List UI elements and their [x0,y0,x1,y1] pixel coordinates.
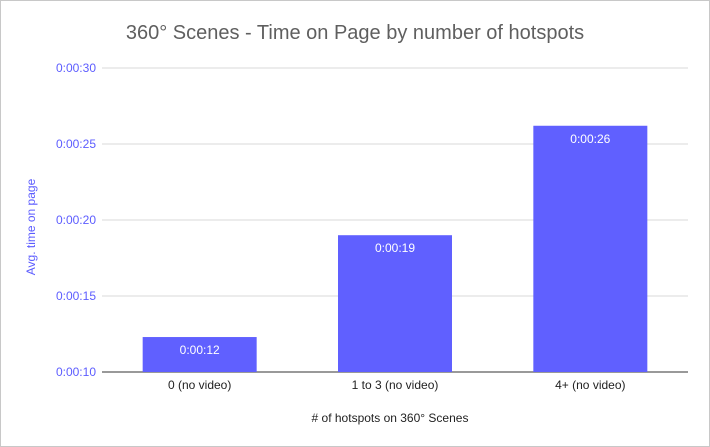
x-tick-label: 1 to 3 (no video) [352,378,439,392]
chart-title: 360° Scenes - Time on Page by number of … [125,22,585,44]
data-label: 0:00:19 [375,241,415,255]
x-tick-label: 0 (no video) [168,378,231,392]
y-tick-label: 0:00:15 [56,289,96,303]
x-tick-label: 4+ (no video) [555,378,625,392]
bar [338,235,452,372]
data-label: 0:00:26 [570,132,610,146]
bar [142,337,257,372]
y-tick-label: 0:00:25 [56,137,96,151]
y-tick-label: 0:00:30 [56,61,96,75]
y-tick-label: 0:00:10 [56,365,96,379]
data-label: 0:00:12 [180,343,220,357]
y-tick-label: 0:00:20 [56,213,96,227]
x-axis-label: # of hotspots on 360° Scenes [311,411,469,425]
bar [533,125,648,372]
